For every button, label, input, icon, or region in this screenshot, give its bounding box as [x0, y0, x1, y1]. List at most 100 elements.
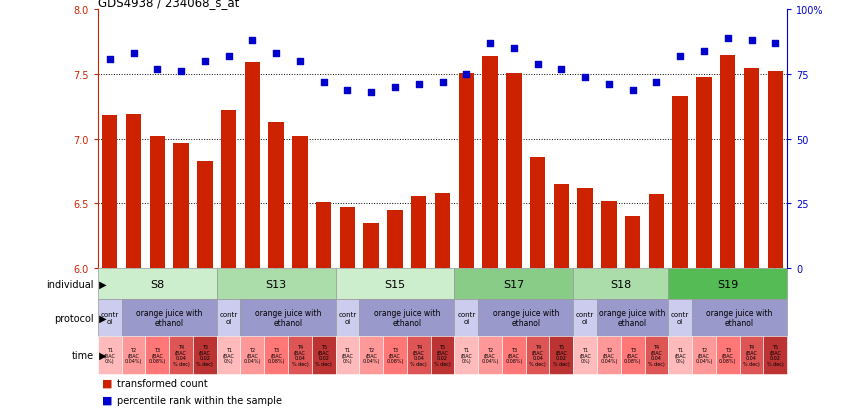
- Text: orange juice with
ethanol: orange juice with ethanol: [374, 309, 440, 328]
- Text: T5
(BAC
0.02
% dec): T5 (BAC 0.02 % dec): [197, 344, 214, 366]
- Bar: [197, 161, 213, 268]
- Text: S17: S17: [503, 279, 524, 289]
- Text: T1
(BAC
0%): T1 (BAC 0%): [341, 347, 353, 363]
- Text: T4
(BAC
0.04
% dec): T4 (BAC 0.04 % dec): [743, 344, 760, 366]
- Text: T2
(BAC
0.04%): T2 (BAC 0.04%): [363, 347, 380, 363]
- Text: orange juice with
ethanol: orange juice with ethanol: [136, 309, 203, 328]
- Bar: [241, 299, 335, 337]
- Bar: [193, 337, 217, 374]
- Bar: [454, 337, 478, 374]
- Bar: [335, 268, 454, 299]
- Bar: [359, 299, 454, 337]
- Text: T3
(BAC
0.08%): T3 (BAC 0.08%): [149, 347, 166, 363]
- Text: contr
ol: contr ol: [457, 311, 476, 325]
- Text: T3
(BAC
0.08%): T3 (BAC 0.08%): [624, 347, 642, 363]
- Bar: [672, 97, 688, 268]
- Bar: [574, 268, 668, 299]
- Point: [388, 84, 402, 91]
- Bar: [574, 337, 597, 374]
- Bar: [335, 299, 359, 337]
- Bar: [763, 337, 787, 374]
- Text: T2
(BAC
0.04%): T2 (BAC 0.04%): [600, 347, 618, 363]
- Text: T2
(BAC
0.04%): T2 (BAC 0.04%): [695, 347, 712, 363]
- Point: [412, 82, 426, 88]
- Point: [603, 82, 616, 88]
- Point: [649, 79, 663, 86]
- Text: T5
(BAC
0.02
% dec): T5 (BAC 0.02 % dec): [316, 344, 332, 366]
- Point: [317, 79, 330, 86]
- Bar: [150, 137, 165, 268]
- Point: [721, 36, 734, 42]
- Point: [436, 79, 449, 86]
- Text: T4
(BAC
0.04
% dec): T4 (BAC 0.04 % dec): [529, 344, 546, 366]
- Bar: [217, 337, 241, 374]
- Bar: [526, 337, 550, 374]
- Bar: [768, 72, 783, 268]
- Bar: [98, 268, 217, 299]
- Bar: [554, 185, 569, 268]
- Text: S13: S13: [266, 279, 287, 289]
- Text: ▶: ▶: [96, 279, 106, 289]
- Text: T1
(BAC
0%): T1 (BAC 0%): [104, 347, 116, 363]
- Text: contr
ol: contr ol: [339, 311, 357, 325]
- Bar: [550, 337, 574, 374]
- Bar: [597, 337, 620, 374]
- Bar: [435, 194, 450, 268]
- Bar: [506, 74, 522, 268]
- Point: [673, 54, 687, 60]
- Bar: [454, 268, 574, 299]
- Text: S15: S15: [385, 279, 406, 289]
- Bar: [574, 299, 597, 337]
- Bar: [459, 74, 474, 268]
- Bar: [625, 217, 641, 268]
- Bar: [597, 299, 668, 337]
- Text: protocol: protocol: [54, 313, 94, 323]
- Bar: [335, 337, 359, 374]
- Bar: [407, 337, 431, 374]
- Text: T5
(BAC
0.02
% dec): T5 (BAC 0.02 % dec): [553, 344, 569, 366]
- Point: [555, 66, 568, 73]
- Bar: [668, 337, 692, 374]
- Text: T4
(BAC
0.04
% dec): T4 (BAC 0.04 % dec): [410, 344, 427, 366]
- Text: ▶: ▶: [96, 313, 106, 323]
- Text: contr
ol: contr ol: [576, 311, 594, 325]
- Bar: [146, 337, 169, 374]
- Text: T1
(BAC
0%): T1 (BAC 0%): [223, 347, 235, 363]
- Text: transformed count: transformed count: [117, 378, 208, 388]
- Bar: [668, 268, 787, 299]
- Bar: [169, 337, 193, 374]
- Text: orange juice with
ethanol: orange juice with ethanol: [706, 309, 773, 328]
- Text: ▶: ▶: [96, 350, 106, 360]
- Text: T2
(BAC
0.04%): T2 (BAC 0.04%): [125, 347, 142, 363]
- Text: T4
(BAC
0.04
% dec): T4 (BAC 0.04 % dec): [292, 344, 308, 366]
- Bar: [668, 299, 692, 337]
- Point: [269, 51, 283, 57]
- Bar: [716, 337, 740, 374]
- Text: percentile rank within the sample: percentile rank within the sample: [117, 394, 282, 405]
- Bar: [98, 299, 122, 337]
- Text: T5
(BAC
0.02
% dec): T5 (BAC 0.02 % dec): [434, 344, 451, 366]
- Bar: [478, 337, 502, 374]
- Bar: [483, 57, 498, 268]
- Text: T3
(BAC
0.08%): T3 (BAC 0.08%): [386, 347, 403, 363]
- Text: T3
(BAC
0.08%): T3 (BAC 0.08%): [505, 347, 523, 363]
- Bar: [340, 208, 355, 268]
- Bar: [126, 115, 141, 268]
- Point: [579, 74, 592, 81]
- Text: S8: S8: [150, 279, 164, 289]
- Text: T4
(BAC
0.04
% dec): T4 (BAC 0.04 % dec): [648, 344, 665, 366]
- Text: T1
(BAC
0%): T1 (BAC 0%): [580, 347, 591, 363]
- Bar: [241, 337, 265, 374]
- Text: ■: ■: [102, 378, 112, 388]
- Point: [697, 48, 711, 55]
- Text: T3
(BAC
0.08%): T3 (BAC 0.08%): [719, 347, 736, 363]
- Point: [483, 40, 497, 47]
- Bar: [221, 111, 237, 268]
- Point: [745, 38, 758, 45]
- Bar: [311, 337, 335, 374]
- Text: orange juice with
ethanol: orange juice with ethanol: [599, 309, 665, 328]
- Bar: [217, 299, 241, 337]
- Bar: [648, 195, 664, 268]
- Text: individual: individual: [46, 279, 94, 289]
- Bar: [720, 55, 735, 268]
